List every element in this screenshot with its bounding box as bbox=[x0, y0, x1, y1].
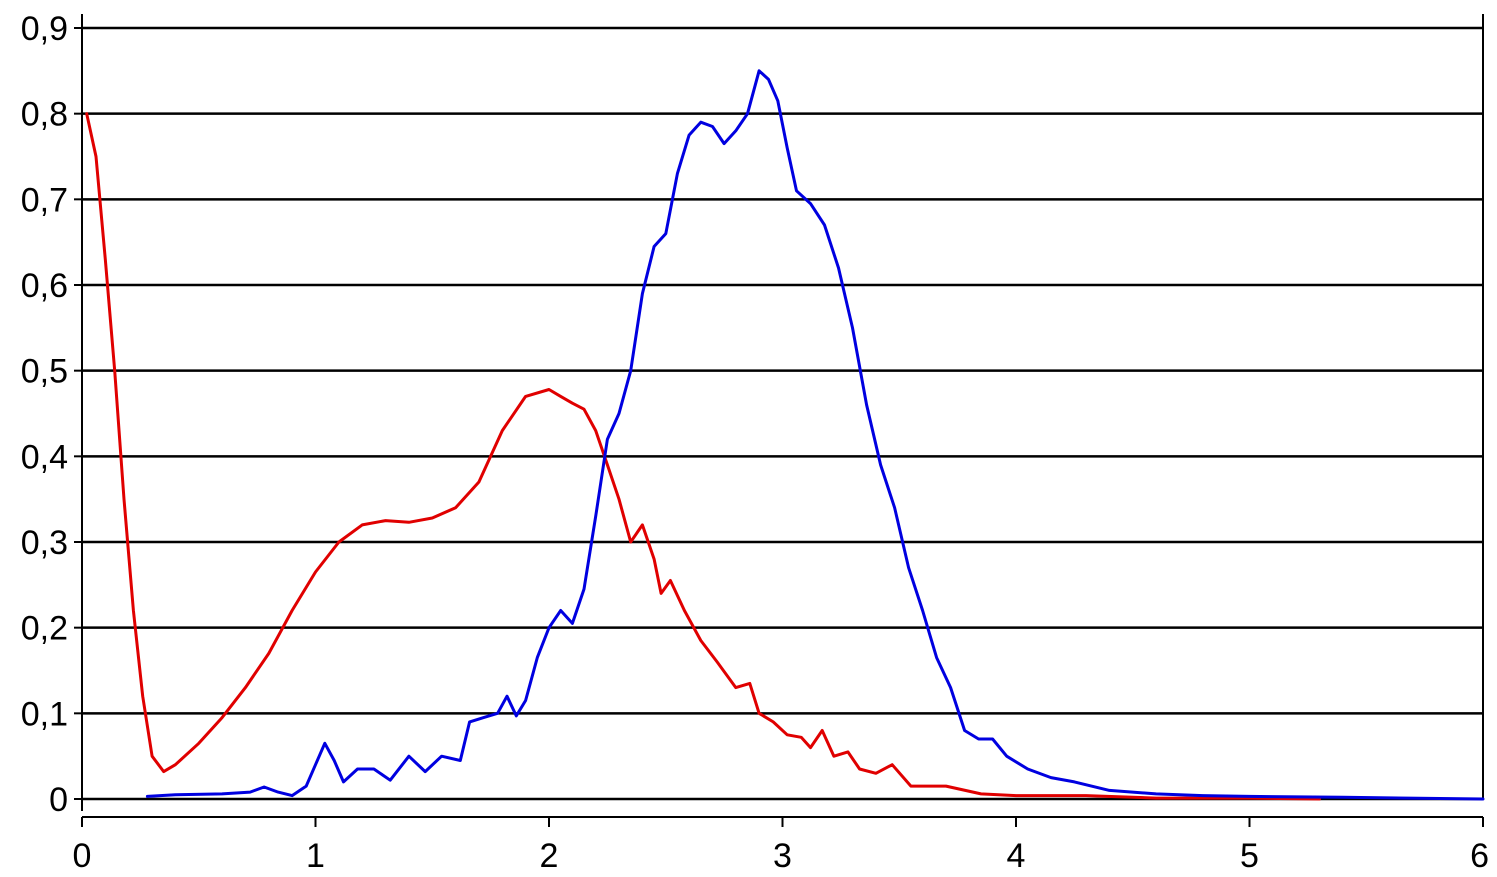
tick-labels: 0 0,1 0,2 0,3 0,4 0,5 0,6 0,7 0,8 0,9 0 1 2 3 4 5 6 bbox=[21, 10, 1489, 875]
y-tick-label-4: 0,4 bbox=[21, 438, 68, 476]
y-tick-label-1: 0,1 bbox=[21, 695, 68, 733]
y-tick-label-7: 0,7 bbox=[21, 181, 68, 219]
y-tick-label-9: 0,9 bbox=[21, 10, 68, 48]
x-tick-label-6: 6 bbox=[1470, 837, 1489, 875]
x-tick-label-1: 1 bbox=[306, 837, 325, 875]
x-tick-label-0: 0 bbox=[73, 837, 92, 875]
y-tick-label-3: 0,3 bbox=[21, 524, 68, 562]
y-tick-label-8: 0,8 bbox=[21, 96, 68, 134]
series-lines bbox=[85, 69, 1485, 801]
x-tick-label-4: 4 bbox=[1007, 837, 1026, 875]
x-tick-label-5: 5 bbox=[1240, 837, 1259, 875]
series-line-0 bbox=[85, 112, 1321, 801]
series-line-1 bbox=[145, 69, 1485, 801]
y-tick-label-0: 0 bbox=[49, 781, 68, 819]
gridlines bbox=[82, 26, 1483, 715]
y-tick-label-2: 0,2 bbox=[21, 610, 68, 648]
x-tick-label-2: 2 bbox=[540, 837, 559, 875]
x-tick-label-3: 3 bbox=[773, 837, 792, 875]
y-tick-label-5: 0,5 bbox=[21, 353, 68, 391]
y-tick-label-6: 0,6 bbox=[21, 267, 68, 305]
